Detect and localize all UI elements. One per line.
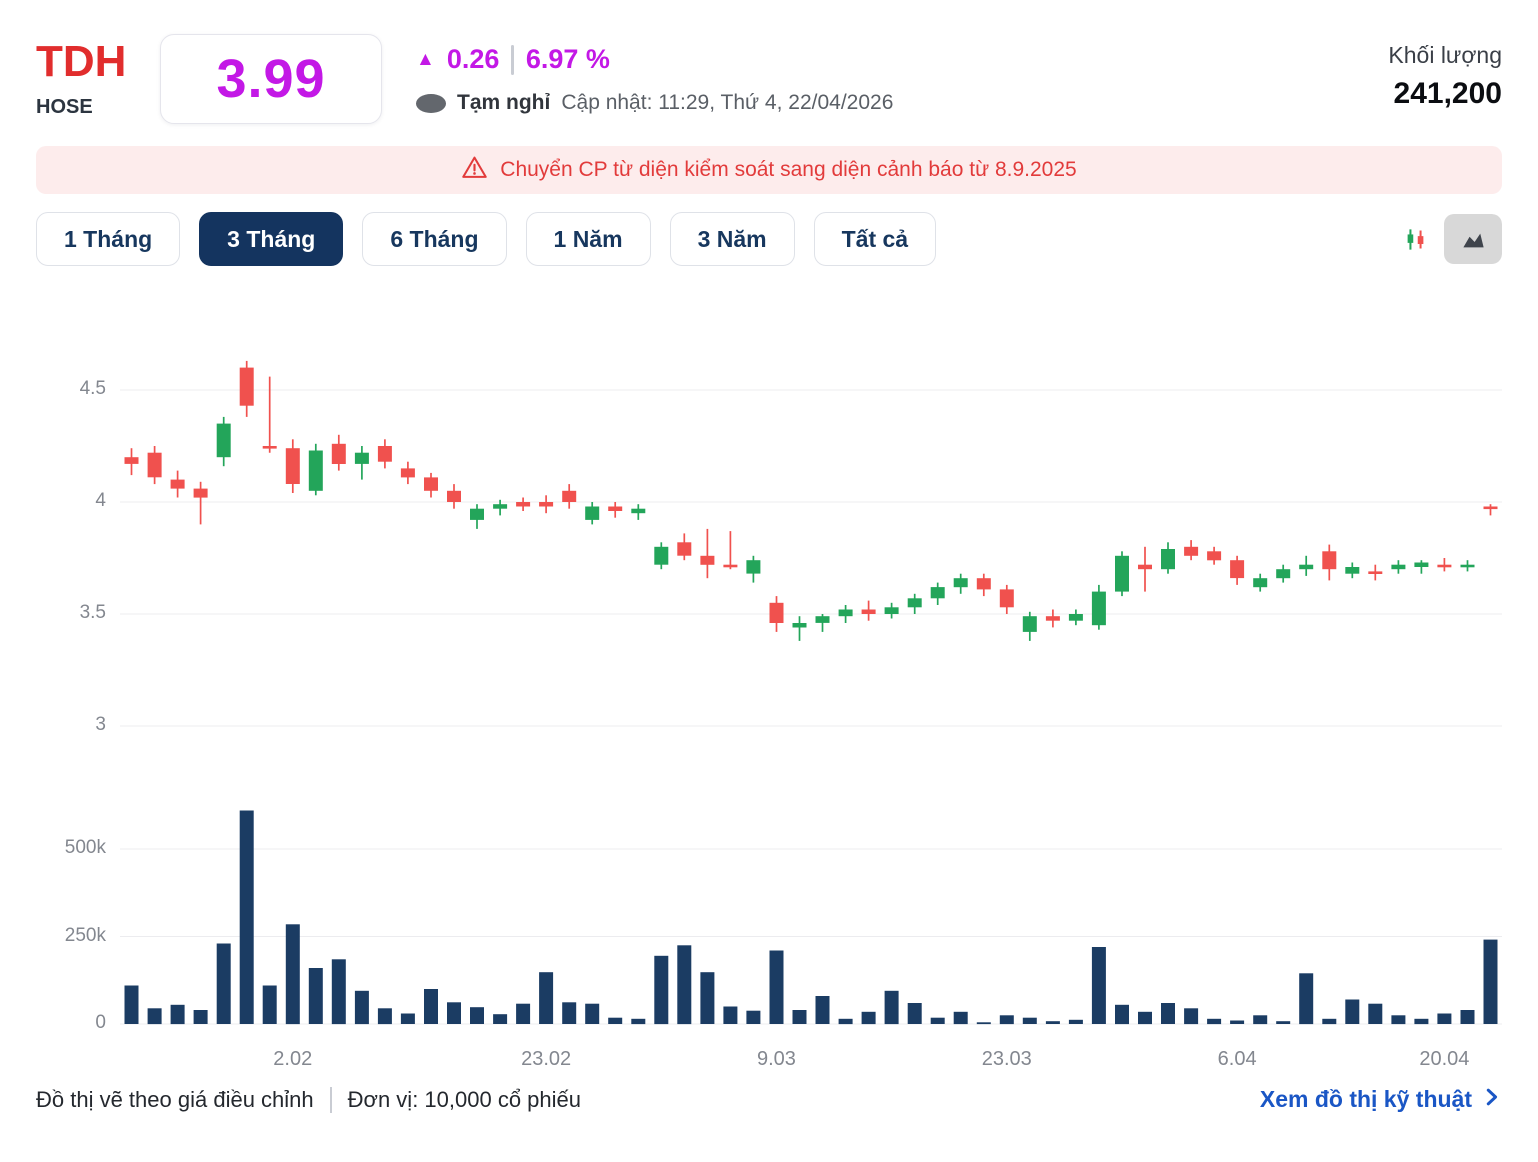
volume-axis-label: 0	[95, 1012, 106, 1033]
x-axis-label: 9.03	[756, 1048, 796, 1070]
price-axis-label: 3	[95, 714, 106, 735]
technical-chart-link[interactable]: Xem đồ thị kỹ thuật	[1260, 1086, 1502, 1113]
header: TDH HOSE 3.99 ▲ 0.26 6.97 % Tạm nghỉ Cập…	[36, 34, 1502, 124]
x-axis-label: 6.04	[1217, 1048, 1257, 1070]
last-updated: Cập nhật: 11:29, Thứ 4, 22/04/2026	[561, 91, 894, 114]
volume-axis-label: 500k	[64, 837, 106, 858]
chart-type-toggle	[1386, 214, 1502, 264]
chart-controls: 1 Tháng 3 Tháng 6 Tháng 1 Năm 3 Năm Tất …	[36, 212, 1502, 266]
price-y-axis: 4.5 4 3.5 3	[36, 290, 120, 740]
price-axis-label: 3.5	[79, 602, 106, 623]
price-axis-label: 4.5	[79, 378, 106, 399]
volume-block: Khối lượng 241,200	[1388, 34, 1502, 111]
ticker-block: TDH HOSE	[36, 34, 154, 119]
x-axis: 2.02 23.02 9.03 23.03 6.04 20.04	[120, 1046, 1502, 1076]
price-chart[interactable]	[120, 290, 1502, 740]
price-axis-label: 4	[95, 490, 106, 511]
volume-chart-svg	[120, 810, 1502, 1025]
x-axis-label: 20.04	[1419, 1048, 1470, 1070]
tab-3-nam[interactable]: 3 Năm	[669, 212, 795, 266]
candlestick-chart-icon[interactable]	[1386, 214, 1444, 264]
footer-divider	[329, 1086, 332, 1113]
tab-1-thang[interactable]: 1 Tháng	[36, 212, 181, 266]
exchange-label: HOSE	[36, 96, 93, 118]
stock-quote-page: TDH HOSE 3.99 ▲ 0.26 6.97 % Tạm nghỉ Cập…	[36, 34, 1502, 1113]
price-box: 3.99	[160, 34, 382, 124]
market-status-icon	[416, 93, 446, 113]
price-change-percent: 6.97 %	[525, 44, 610, 74]
x-axis-label: 23.02	[521, 1048, 572, 1070]
tab-tat-ca[interactable]: Tất cả	[813, 212, 937, 266]
price-chart-svg	[120, 360, 1502, 727]
price-chart-row: 4.5 4 3.5 3	[36, 290, 1502, 740]
change-block: ▲ 0.26 6.97 % Tạm nghỉ Cập nhật: 11:29, …	[416, 34, 893, 115]
ticker-symbol: TDH	[36, 37, 127, 86]
change-divider	[511, 44, 514, 75]
warning-text: Chuyển CP từ diện kiểm soát sang diện cả…	[500, 158, 1077, 181]
x-axis-label: 23.03	[981, 1048, 1032, 1070]
volume-value: 241,200	[1393, 77, 1502, 110]
unit-note: Đơn vị: 10,000 cổ phiếu	[347, 1086, 581, 1112]
price-change-row: ▲ 0.26 6.97 %	[416, 44, 893, 75]
range-tabs: 1 Tháng 3 Tháng 6 Tháng 1 Năm 3 Năm Tất …	[36, 212, 937, 266]
current-price: 3.99	[216, 49, 326, 109]
volume-y-axis: 500k 250k 0	[36, 774, 120, 1044]
warning-triangle-icon	[461, 154, 488, 186]
technical-chart-link-label: Xem đồ thị kỹ thuật	[1259, 1086, 1472, 1112]
market-status: Tạm nghỉ	[457, 91, 551, 114]
up-arrow-icon: ▲	[416, 49, 435, 70]
volume-chart-row: 500k 250k 0	[36, 774, 1502, 1044]
x-axis-label: 2.02	[273, 1048, 313, 1070]
volume-label: Khối lượng	[1388, 42, 1502, 68]
chevron-right-icon	[1480, 1086, 1502, 1113]
tab-3-thang[interactable]: 3 Tháng	[199, 212, 344, 266]
area-chart-icon[interactable]	[1444, 214, 1502, 264]
price-change: 0.26	[446, 44, 500, 74]
chart-area: 4.5 4 3.5 3 500k 250k 0 2.02 23.02 9.03 23.03 6.0…	[36, 290, 1502, 1076]
volume-chart[interactable]	[120, 774, 1502, 1044]
tab-6-thang[interactable]: 6 Tháng	[362, 212, 507, 266]
market-status-row: Tạm nghỉ Cập nhật: 11:29, Thứ 4, 22/04/2…	[416, 91, 893, 115]
warning-banner: Chuyển CP từ diện kiểm soát sang diện cả…	[36, 146, 1502, 194]
adjusted-price-note: Đồ thị vẽ theo giá điều chỉnh	[36, 1086, 314, 1112]
footer: Đồ thị vẽ theo giá điều chỉnh Đơn vị: 10…	[36, 1086, 1502, 1113]
tab-1-nam[interactable]: 1 Năm	[525, 212, 651, 266]
volume-axis-label: 250k	[64, 924, 106, 946]
